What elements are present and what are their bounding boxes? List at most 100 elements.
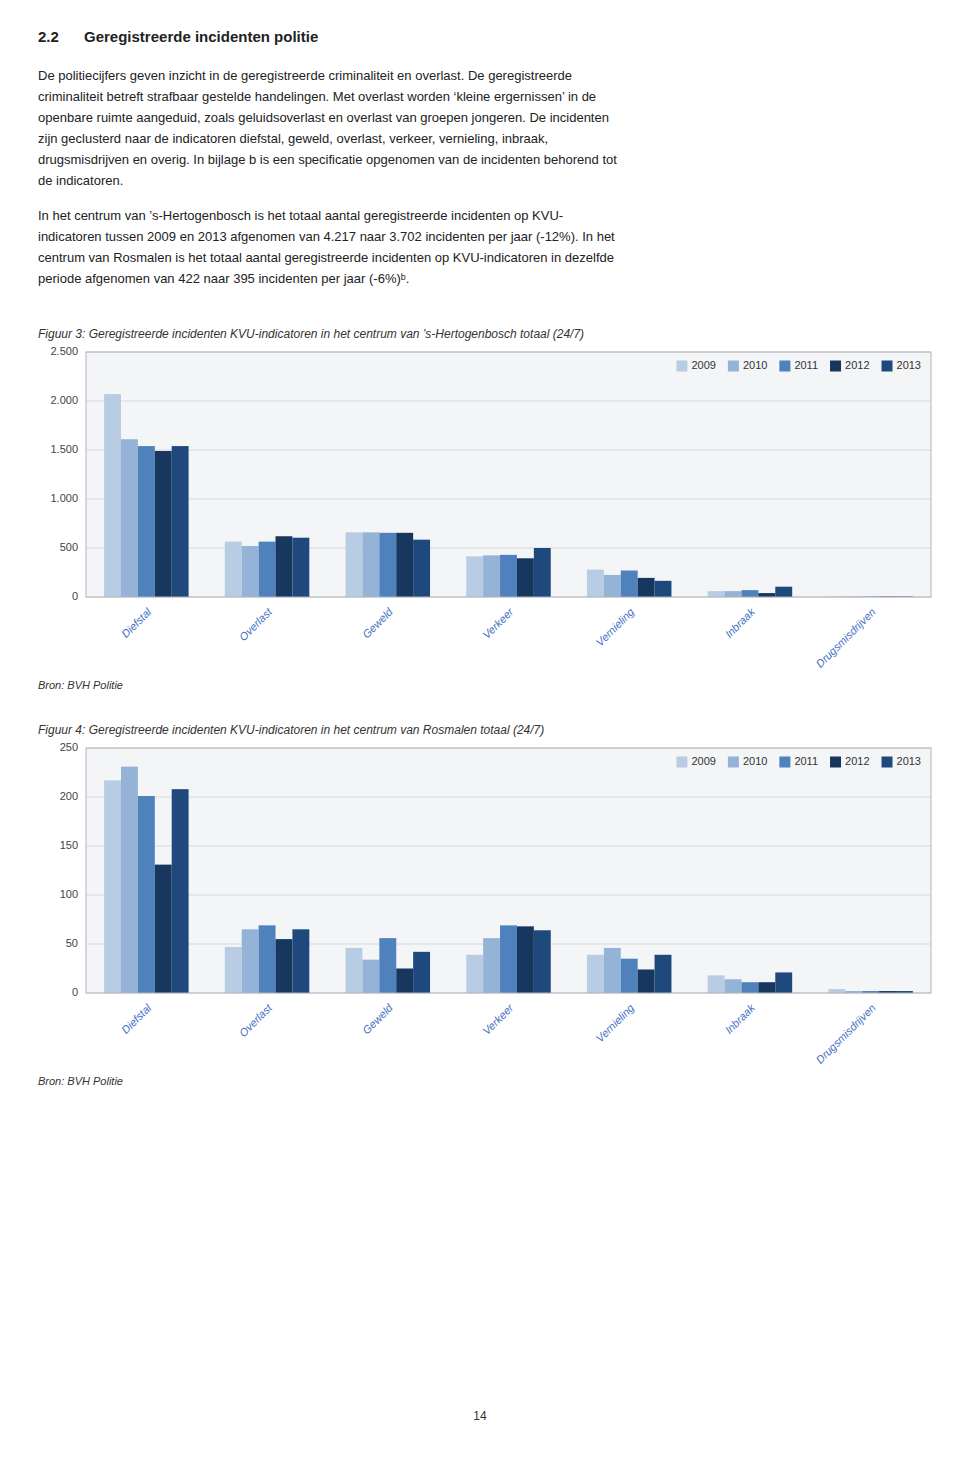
y-tick-label: 2.500 (50, 345, 78, 357)
legend-swatch (779, 757, 790, 768)
grid-line (86, 450, 931, 451)
bar (292, 538, 309, 597)
bar (638, 578, 655, 597)
bar (155, 865, 172, 993)
bar (242, 929, 259, 993)
page-number: 14 (473, 1409, 487, 1423)
bar (655, 581, 672, 597)
x-tick-label: Verkeer (480, 1001, 516, 1037)
bar (638, 969, 655, 993)
legend-label: 2011 (794, 755, 818, 767)
bar (587, 955, 604, 993)
bar (259, 925, 276, 993)
page: 2.2Geregistreerde incidenten politieDe p… (0, 0, 960, 1458)
chart-title: Figuur 4: Geregistreerde incidenten KVU-… (38, 723, 544, 737)
bar (362, 532, 379, 597)
x-tick-label: Diefstal (119, 1001, 154, 1036)
grid-line (86, 895, 931, 896)
legend: 20092010201120122013 (676, 359, 921, 372)
annotation: Bron: BVH Politie (38, 679, 123, 691)
bar (741, 982, 758, 993)
bar (500, 925, 517, 993)
legend-swatch (676, 757, 687, 768)
grid-line (86, 846, 931, 847)
paragraph-line: criminaliteit betreft strafbaar gestelde… (38, 89, 596, 104)
paragraph-line: periode afgenomen van 422 naar 395 incid… (38, 271, 409, 286)
legend-swatch (882, 757, 893, 768)
grid-line (86, 499, 931, 500)
bar (155, 451, 172, 597)
bar (604, 948, 621, 993)
x-tick-label: Overlast (237, 1001, 275, 1039)
bar (758, 593, 775, 597)
bar (604, 575, 621, 597)
legend-label: 2013 (897, 755, 921, 767)
legend-label: 2010 (743, 755, 767, 767)
bar (708, 975, 725, 993)
y-tick-label: 500 (60, 541, 78, 553)
legend-swatch (779, 361, 790, 372)
bar (775, 972, 792, 993)
bar (121, 767, 138, 993)
bar (621, 571, 638, 597)
legend-label: 2009 (691, 755, 715, 767)
bar (725, 591, 742, 597)
grid-line (86, 401, 931, 402)
bar (655, 955, 672, 993)
legend-swatch (728, 757, 739, 768)
legend: 2009 2010 2011 2012 2013 (676, 755, 921, 768)
grid-line (86, 548, 931, 549)
legend-label: 2011 (794, 359, 818, 371)
bar (517, 558, 534, 597)
x-tick-label: Geweld (360, 605, 395, 640)
bar (104, 780, 121, 993)
x-tick-label: Inbraak (723, 605, 758, 640)
y-tick-label: 1.500 (50, 443, 78, 455)
bar (708, 591, 725, 597)
bar (534, 548, 551, 597)
bar (483, 555, 500, 597)
paragraph-line: centrum van Rosmalen is het totaal aanta… (38, 250, 614, 265)
y-tick-label: 0 (72, 986, 78, 998)
bar (741, 590, 758, 597)
bar (379, 533, 396, 597)
paragraph-line: indicatoren tussen 2009 en 2013 afgenome… (38, 229, 615, 244)
chart: Figuur 3: Geregistreerde incidenten KVU-… (38, 327, 931, 691)
y-tick-label: 100 (60, 888, 78, 900)
chart-title: Figuur 3: Geregistreerde incidenten KVU-… (38, 327, 584, 341)
bar (172, 789, 189, 993)
paragraph-line: de indicatoren. (38, 173, 123, 188)
y-tick-label: 2.000 (50, 394, 78, 406)
bar (466, 556, 483, 597)
paragraph-line: openbare ruimte aangeduid, zoals geluids… (38, 110, 609, 125)
plot-area (86, 352, 931, 597)
y-tick-label: 50 (66, 937, 78, 949)
legend-label: 2012 (845, 359, 869, 371)
y-tick-label: 1.000 (50, 492, 78, 504)
paragraph-line: In het centrum van ’s-Hertogenbosch is h… (38, 208, 563, 223)
bar (828, 989, 845, 993)
heading-number: 2.2 (38, 28, 59, 45)
y-tick-label: 250 (60, 741, 78, 753)
bar (379, 938, 396, 993)
bar (621, 959, 638, 993)
bars (104, 394, 913, 597)
y-tick-label: 150 (60, 839, 78, 851)
chart: Figuur 4: Geregistreerde incidenten KVU-… (38, 723, 931, 1087)
bar (121, 439, 138, 597)
bar (225, 947, 242, 993)
bar (725, 979, 742, 993)
legend-label: 2010 (743, 359, 767, 371)
legend-label: 2012 (845, 755, 869, 767)
bar (413, 952, 430, 993)
bar (138, 796, 155, 993)
legend-swatch (830, 361, 841, 372)
bar (259, 542, 276, 597)
x-tick-label: Geweld (360, 1001, 395, 1036)
bar (587, 570, 604, 597)
paragraph-line: zijn geclusterd naar de indicatoren dief… (38, 131, 548, 146)
x-tick-label: Inbraak (723, 1001, 758, 1036)
bar (346, 948, 363, 993)
grid-line (86, 797, 931, 798)
bar (396, 969, 413, 994)
